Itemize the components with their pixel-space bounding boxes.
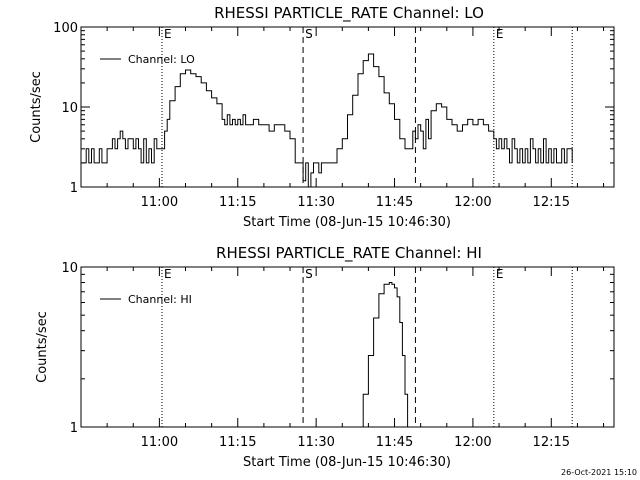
hi-x-tick-label-5: 12:15 — [533, 435, 570, 450]
lo-x-tick-label-4: 12:00 — [454, 195, 491, 210]
hi-chart-title: RHESSI PARTICLE_RATE Channel: HI — [216, 244, 482, 263]
generation-timestamp: 26-Oct-2021 15:10 — [561, 468, 637, 477]
lo-legend: Channel: LO — [100, 53, 195, 66]
hi-marker-label-0: E — [164, 267, 172, 281]
hi-x-tick-label-3: 11:45 — [376, 435, 413, 450]
lo-plot-frame — [80, 26, 615, 188]
hi-channel-panel: RHESSI PARTICLE_RATE Channel: HI E S E 1 10… — [35, 244, 615, 470]
lo-data-line — [82, 53, 573, 188]
lo-y-tick-label-2: 100 — [53, 21, 78, 36]
hi-legend-label: Channel: HI — [128, 293, 192, 306]
lo-channel-panel: RHESSI PARTICLE_RATE Channel: LO E S E 1 10… — [29, 4, 615, 230]
hi-plot-frame — [80, 266, 615, 428]
hi-marker-label-1: S — [305, 267, 313, 281]
hi-x-tick-label-2: 11:30 — [297, 435, 334, 450]
hi-x-ticks: 11:00 11:15 11:30 11:45 12:00 12:15 — [106, 267, 605, 450]
lo-chart-title: RHESSI PARTICLE_RATE Channel: LO — [214, 4, 484, 23]
lo-x-axis-label: Start Time (08-Jun-15 10:46:30) — [243, 215, 451, 230]
lo-marker-label-1: S — [305, 27, 313, 41]
hi-marker-label-3: E — [496, 267, 504, 281]
lo-legend-label: Channel: LO — [128, 53, 195, 66]
lo-x-tick-label-5: 12:15 — [533, 195, 570, 210]
hi-data-line — [359, 282, 409, 428]
lo-marker-label-0: E — [164, 27, 172, 41]
lo-y-ticks: 1 10 100 — [53, 21, 614, 196]
lo-x-tick-label-0: 11:00 — [141, 195, 178, 210]
lo-marker-label-3: E — [496, 27, 504, 41]
hi-y-tick-label-1: 10 — [61, 261, 78, 276]
hi-x-tick-label-4: 12:00 — [454, 435, 491, 450]
hi-x-tick-label-0: 11:00 — [141, 435, 178, 450]
lo-y-tick-label-0: 1 — [70, 181, 78, 196]
hi-legend: Channel: HI — [100, 293, 192, 306]
lo-y-tick-label-1: 10 — [61, 101, 78, 116]
hi-y-axis-label: Counts/sec — [35, 311, 50, 383]
hi-x-axis-label: Start Time (08-Jun-15 10:46:30) — [243, 455, 451, 470]
hi-y-ticks: 1 10 — [61, 261, 614, 436]
hi-y-tick-label-0: 1 — [70, 421, 78, 436]
lo-x-ticks: 11:00 11:15 11:30 11:45 12:00 12:15 — [106, 27, 605, 210]
lo-y-axis-label: Counts/sec — [29, 71, 44, 143]
lo-x-tick-label-3: 11:45 — [376, 195, 413, 210]
lo-x-tick-label-2: 11:30 — [297, 195, 334, 210]
hi-x-tick-label-1: 11:15 — [219, 435, 256, 450]
lo-x-tick-label-1: 11:15 — [219, 195, 256, 210]
